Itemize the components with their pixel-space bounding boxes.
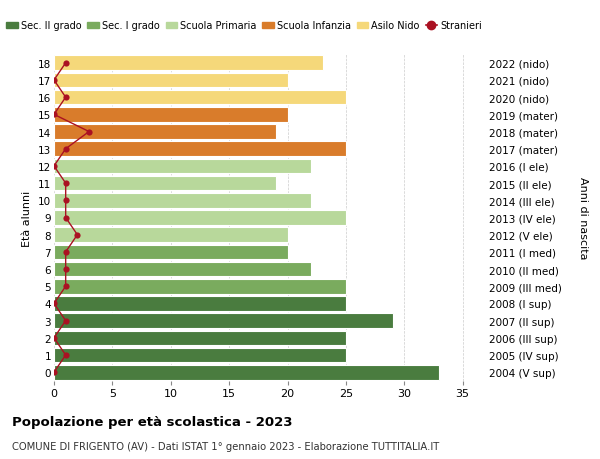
Point [61, 352, 70, 359]
Bar [54, 91, 346, 105]
Y-axis label: Età alunni: Età alunni [22, 190, 32, 246]
Bar [54, 297, 346, 311]
Bar [54, 56, 323, 71]
Bar [54, 280, 346, 294]
Bar [54, 331, 346, 345]
Point [49, 369, 59, 376]
Point [61, 94, 70, 101]
Point [61, 180, 70, 187]
Point [61, 197, 70, 205]
Bar [54, 313, 392, 328]
Bar [54, 228, 287, 242]
Bar [54, 245, 287, 260]
Legend: Sec. II grado, Sec. I grado, Scuola Primaria, Scuola Infanzia, Asilo Nido, Stran: Sec. II grado, Sec. I grado, Scuola Prim… [2, 17, 486, 35]
Bar [54, 176, 276, 191]
Point [61, 60, 70, 67]
Bar [54, 125, 276, 140]
Point [84, 129, 94, 136]
Point [49, 335, 59, 342]
Bar [54, 365, 439, 380]
Text: Popolazione per età scolastica - 2023: Popolazione per età scolastica - 2023 [12, 415, 293, 428]
Bar [54, 108, 287, 123]
Point [61, 249, 70, 256]
Point [49, 163, 59, 170]
Bar [54, 159, 311, 174]
Y-axis label: Anni di nascita: Anni di nascita [578, 177, 589, 259]
Point [49, 112, 59, 119]
Point [49, 300, 59, 308]
Point [61, 283, 70, 290]
Point [49, 77, 59, 84]
Point [61, 266, 70, 273]
Bar [54, 194, 311, 208]
Point [61, 317, 70, 325]
Point [61, 214, 70, 222]
Text: COMUNE DI FRIGENTO (AV) - Dati ISTAT 1° gennaio 2023 - Elaborazione TUTTITALIA.I: COMUNE DI FRIGENTO (AV) - Dati ISTAT 1° … [12, 441, 439, 451]
Bar [54, 211, 346, 225]
Bar [54, 262, 311, 277]
Point [61, 146, 70, 153]
Bar [54, 73, 287, 88]
Point [73, 231, 82, 239]
Bar [54, 348, 346, 363]
Bar [54, 142, 346, 157]
